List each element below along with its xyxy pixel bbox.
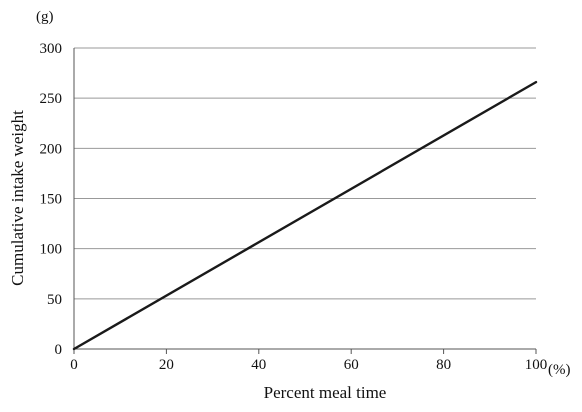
gridlines bbox=[74, 47, 536, 300]
x-tick-label-20: 20 bbox=[159, 357, 174, 373]
y-tick-label-200: 200 bbox=[40, 141, 63, 157]
x-tick-label-100: 100 bbox=[525, 357, 548, 373]
y-axis-label: Cumulative intake weight bbox=[8, 110, 27, 286]
y-tick-label-0: 0 bbox=[55, 342, 63, 358]
series-group bbox=[72, 80, 538, 351]
x-tick-label-60: 60 bbox=[344, 357, 359, 373]
x-tick-label-40: 40 bbox=[251, 357, 266, 373]
x-tick-label-80: 80 bbox=[436, 357, 451, 373]
y-tick-labels: 0 50 100 150 200 250 300 bbox=[40, 41, 63, 358]
x-tick-label-0: 0 bbox=[70, 357, 78, 373]
x-unit-label: (%) bbox=[548, 362, 571, 378]
y-tick-label-100: 100 bbox=[40, 242, 63, 258]
axes bbox=[73, 48, 537, 354]
y-tick-label-50: 50 bbox=[47, 292, 62, 308]
y-tick-label-300: 300 bbox=[40, 41, 63, 57]
x-axis-label: Percent meal time bbox=[264, 383, 387, 402]
series-line-0 bbox=[72, 80, 538, 351]
y-tick-label-250: 250 bbox=[40, 91, 63, 107]
y-unit-label: (g) bbox=[36, 9, 54, 25]
x-tick-labels: 0 20 40 60 80 100 bbox=[70, 357, 547, 373]
y-tick-label-150: 150 bbox=[40, 192, 63, 208]
